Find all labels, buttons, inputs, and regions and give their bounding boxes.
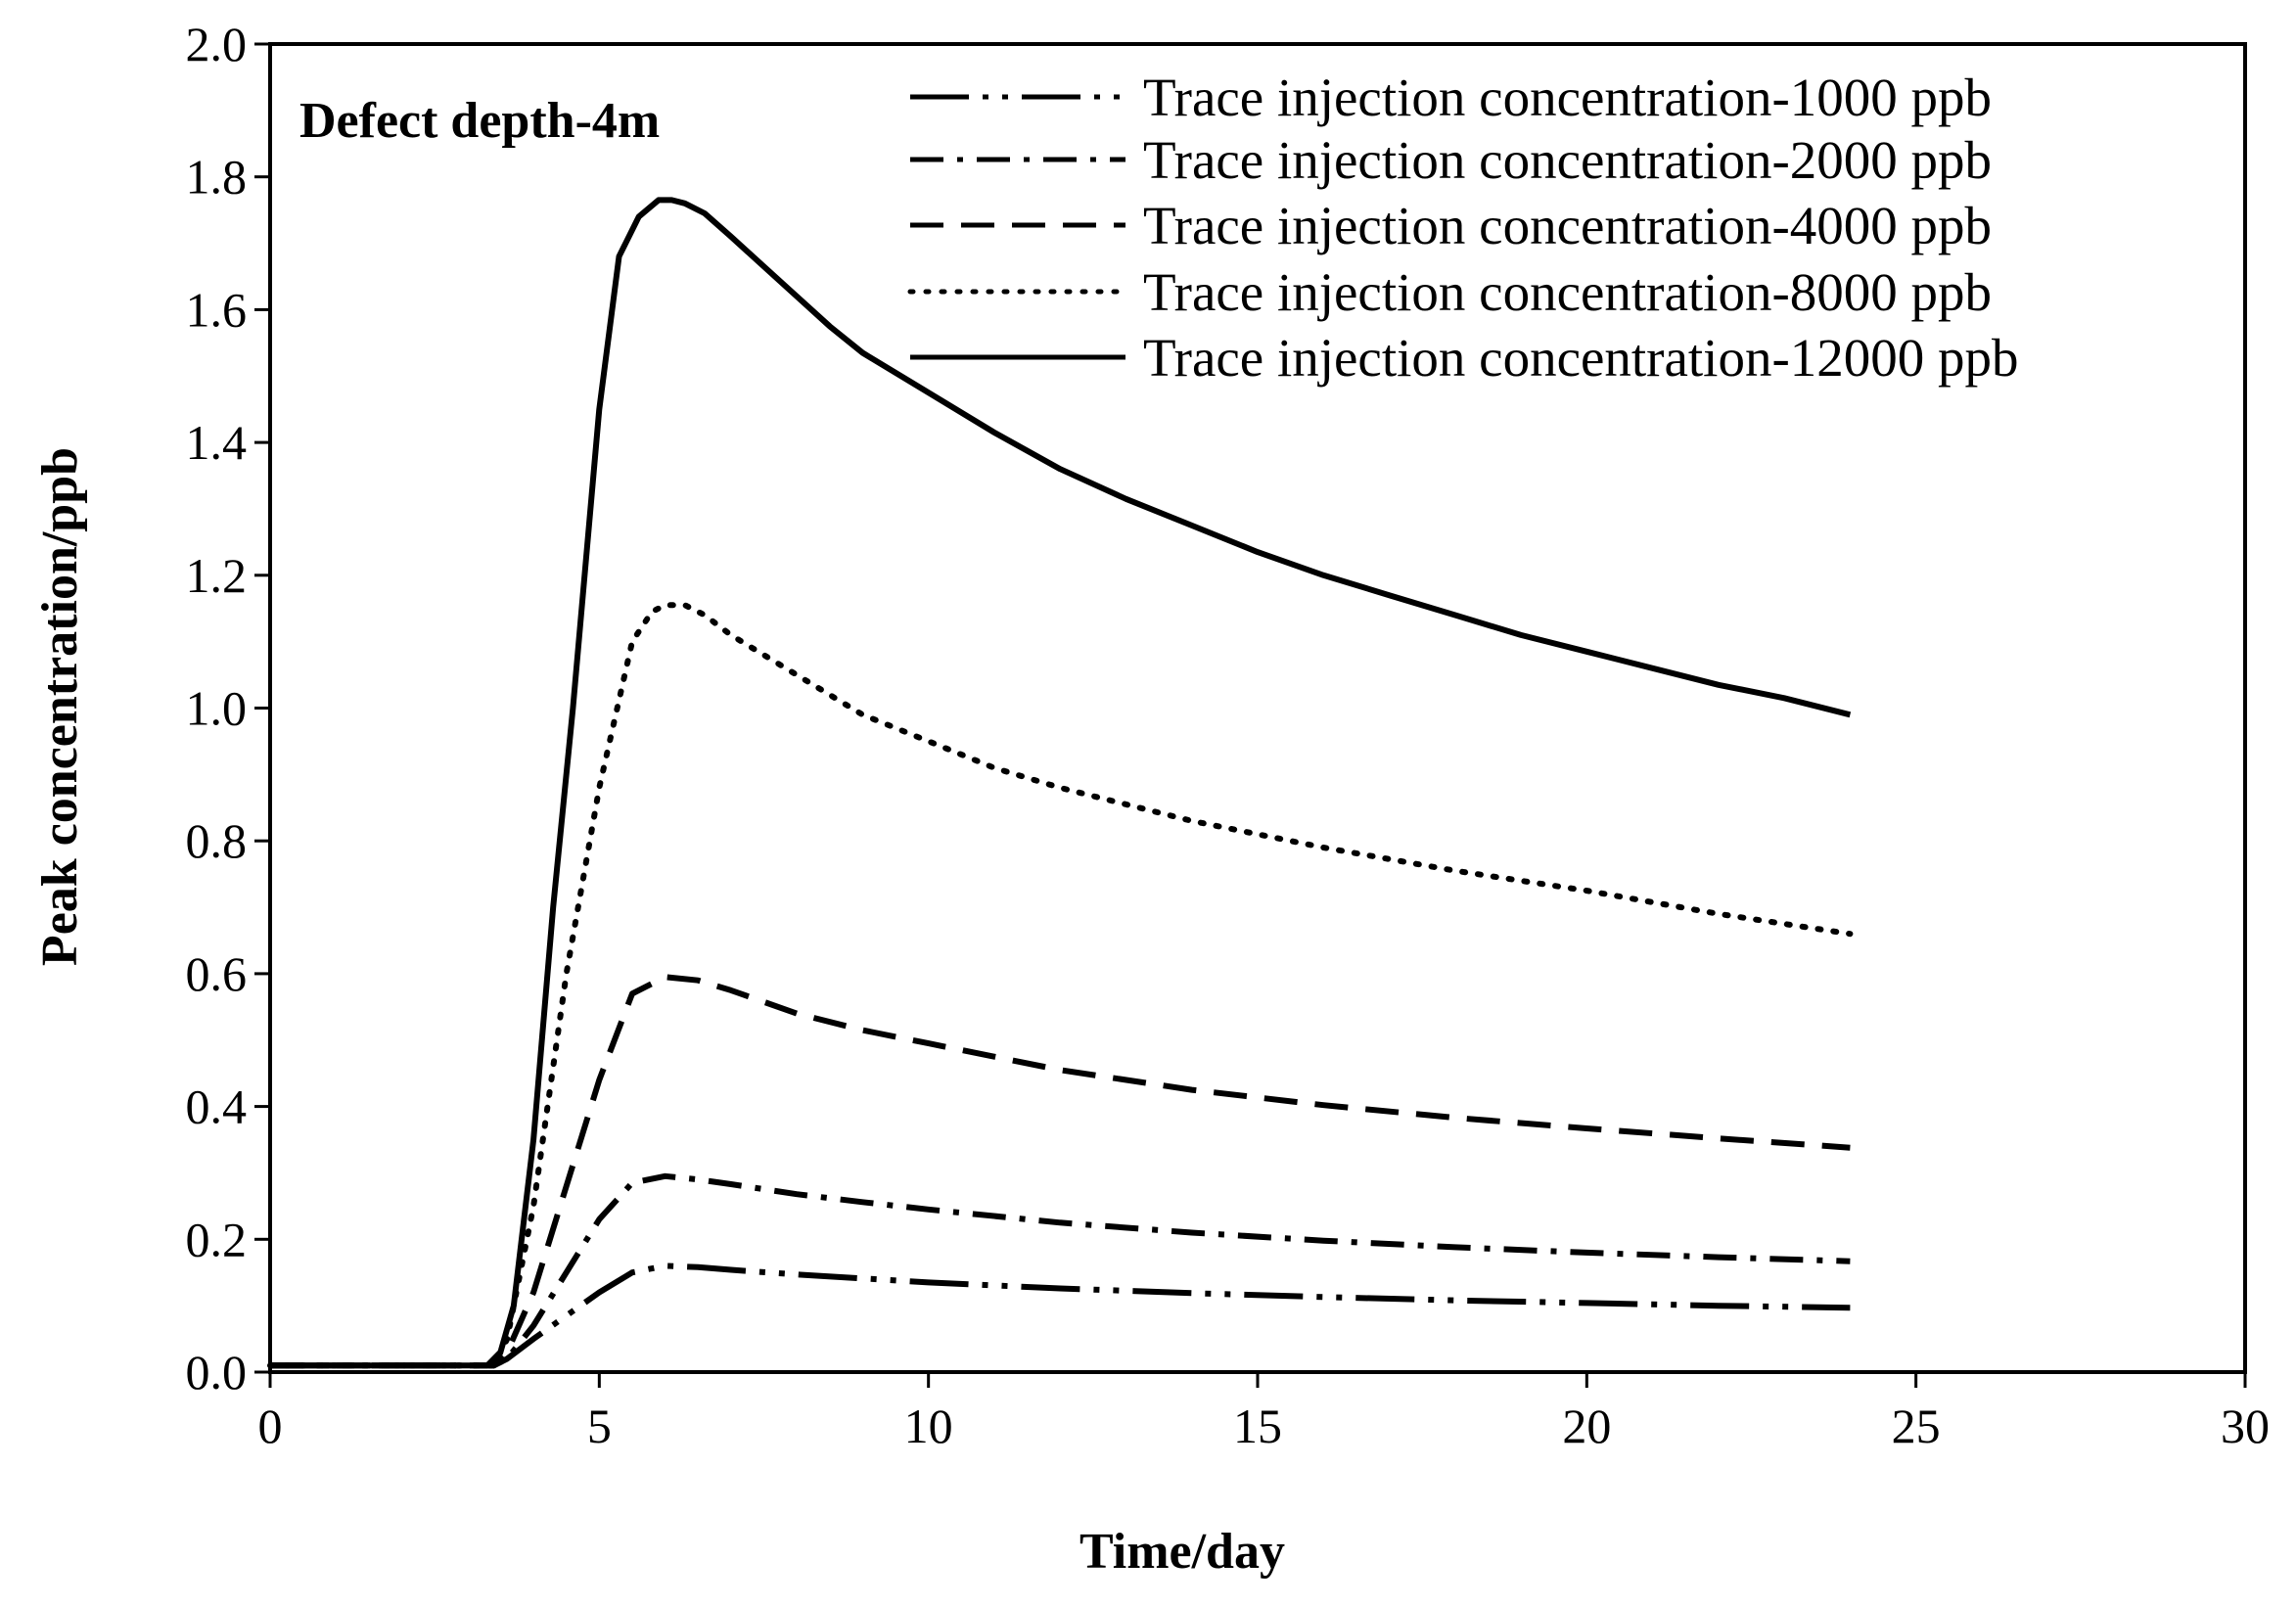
y-axis-title: Peak concentration/ppb <box>32 447 88 966</box>
legend: Trace injection concentration-1000 ppb T… <box>907 68 2019 388</box>
y-tick-label: 1.4 <box>186 415 248 470</box>
legend-label-1000: Trace injection concentration-1000 ppb <box>1143 68 1992 127</box>
x-tick-label: 5 <box>587 1399 612 1453</box>
series-line-2 <box>270 1172 1851 1369</box>
x-tick-label: 15 <box>1233 1399 1282 1453</box>
x-tick-label: 30 <box>2221 1399 2270 1453</box>
legend-item: Trace injection concentration-4000 ppb <box>910 196 1992 255</box>
y-tick-label: 1.8 <box>186 150 248 205</box>
annotation-defect-depth: Defect depth-4m <box>299 93 660 149</box>
legend-label-2000: Trace injection concentration-2000 ppb <box>1143 130 1992 190</box>
legend-item: Trace injection concentration-1000 ppb <box>910 68 1992 127</box>
y-tick-label: 1.0 <box>186 681 248 736</box>
series-line-4 <box>267 602 1854 1369</box>
y-tick-label: 0.2 <box>186 1212 248 1266</box>
x-tick-label: 20 <box>1562 1399 1611 1453</box>
legend-label-4000: Trace injection concentration-4000 ppb <box>1143 196 1992 255</box>
legend-item: Trace injection concentration-2000 ppb <box>910 130 1992 190</box>
series-layer <box>267 197 1854 1369</box>
y-tick-label: 0.6 <box>186 946 248 1001</box>
y-tick-label: 0.8 <box>186 813 248 868</box>
y-tick-label: 1.2 <box>186 548 248 603</box>
y-tick-label: 2.0 <box>186 17 248 71</box>
legend-label-8000: Trace injection concentration-8000 ppb <box>1143 262 1992 322</box>
y-tick-label: 0.4 <box>186 1079 248 1134</box>
series-line-5 <box>270 197 1852 1369</box>
series-line-3 <box>270 974 1851 1369</box>
x-tick-label: 0 <box>258 1399 283 1453</box>
legend-item: Trace injection concentration-8000 ppb <box>907 262 1992 322</box>
axis-layer: 0 5 10 15 20 25 30 0.0 0.2 0.4 0.6 0.8 1.0 1.2 1.4 1.6 1… <box>186 17 2271 1453</box>
y-tick-label: 1.6 <box>186 282 248 337</box>
x-tick-label: 10 <box>904 1399 953 1453</box>
x-tick-label: 25 <box>1892 1399 1941 1453</box>
y-tick-label: 0.0 <box>186 1345 248 1400</box>
legend-item: Trace injection concentration-12000 ppb <box>910 328 2019 388</box>
series-line-1 <box>270 1262 1851 1369</box>
x-axis-title: Time/day <box>1079 1524 1285 1580</box>
legend-label-12000: Trace injection concentration-12000 ppb <box>1143 328 2019 388</box>
